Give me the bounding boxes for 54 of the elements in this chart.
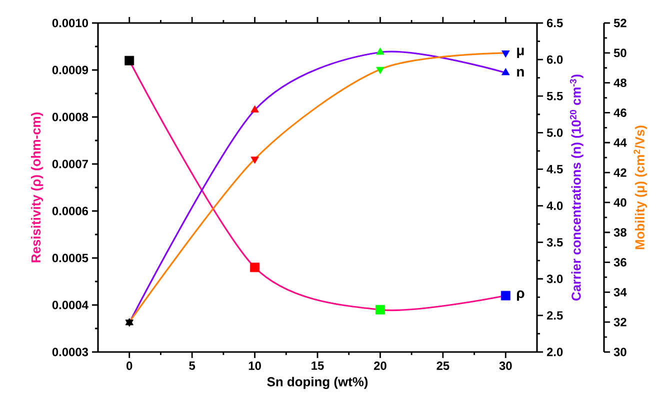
y2-tick-label: 6.0: [546, 55, 563, 64]
y3-tick-label: 40: [614, 198, 626, 207]
point: [376, 66, 384, 74]
x-tick-label: 0: [126, 362, 132, 370]
y-tick-label: 0.0007: [52, 160, 88, 168]
x-tick-label: 20: [374, 362, 386, 370]
y2-tick-label: 6.5: [546, 18, 563, 28]
point: [500, 290, 510, 300]
y3-tick-label: 52: [614, 18, 626, 28]
point: [502, 68, 510, 76]
y-tick-label: 0.0009: [52, 66, 88, 74]
y3-axis-title: Mobility (μ) (cm$^{2}$/Vs): [634, 126, 648, 250]
x-tick-label: 30: [499, 362, 512, 370]
y3-tick-label: 30: [614, 348, 626, 356]
y2-tick-label: 3.0: [546, 274, 563, 284]
y3-tick-label: 46: [614, 108, 626, 117]
y-tick-label: 0.0003: [52, 348, 88, 356]
point: [124, 56, 134, 66]
x-tick-label: 5: [189, 362, 196, 370]
y-axis-title: Resisitivity (ρ) (ohm-cm): [30, 112, 44, 262]
point: [250, 105, 259, 112]
y3-tick-label: 42: [614, 168, 626, 177]
y-tick-label: 0.0008: [52, 112, 88, 122]
y-tick-label: 0.0010: [52, 18, 88, 28]
point: [250, 156, 259, 164]
y2-tick-label: 4.5: [546, 165, 563, 174]
point: [376, 305, 385, 314]
series-label: ρ: [516, 290, 524, 301]
series-label: μ: [517, 48, 524, 58]
y-tick-label: 0.0006: [52, 206, 88, 216]
y-tick-label: 0.0004: [52, 300, 88, 310]
y3-tick-label: 48: [614, 78, 626, 88]
x-axis-title: Sn doping (wt%): [267, 376, 368, 389]
y2-tick-label: 2.0: [546, 348, 563, 356]
point: [376, 48, 384, 55]
y3-tick-label: 36: [614, 258, 626, 267]
y2-tick-label: 5.5: [546, 92, 563, 100]
point: [502, 50, 510, 58]
x-tick-label: 10: [248, 362, 261, 370]
point: [250, 262, 260, 272]
series-label: n: [517, 68, 524, 76]
x-tick-label: 25: [436, 362, 450, 370]
y2-tick-label: 4.0: [546, 202, 563, 210]
y2-axis-title: Carrier concentrations (n) (10$^{20}$ cm$^{-3}$): [570, 74, 584, 301]
y3-tick-label: 38: [614, 228, 626, 237]
y2-tick-label: 2.5: [546, 311, 563, 320]
y3-tick-label: 32: [614, 318, 626, 326]
y2-tick-label: 3.5: [546, 238, 563, 247]
y3-tick-label: 44: [614, 138, 627, 147]
y3-tick-label: 34: [614, 288, 627, 296]
y-tick-label: 0.0005: [52, 254, 88, 262]
y2-tick-label: 5.0: [546, 128, 563, 137]
y3-tick-label: 50: [614, 48, 626, 58]
x-tick-label: 15: [312, 362, 324, 370]
